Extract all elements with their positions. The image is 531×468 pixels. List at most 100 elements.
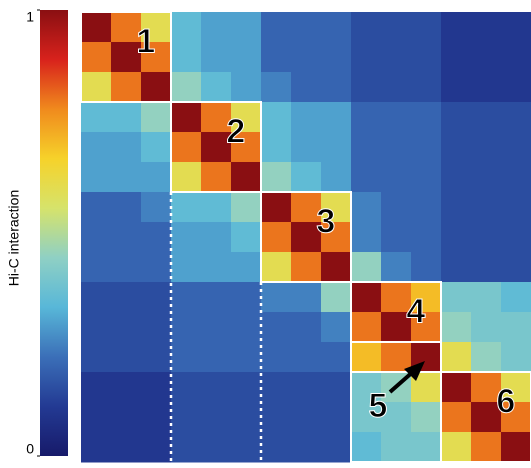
domain-label: 1 bbox=[136, 22, 155, 60]
heatmap-cell bbox=[201, 252, 232, 283]
heatmap-cell bbox=[441, 12, 472, 43]
heatmap-cell bbox=[321, 162, 352, 193]
heatmap-cell bbox=[441, 222, 472, 253]
heatmap-cell bbox=[201, 372, 232, 403]
heatmap-cell bbox=[501, 312, 531, 343]
heatmap-cell bbox=[471, 312, 502, 343]
heatmap-cell bbox=[231, 102, 262, 133]
heatmap-cell bbox=[171, 312, 202, 343]
heatmap-cell bbox=[291, 312, 322, 343]
heatmap-cell bbox=[441, 42, 472, 73]
heatmap-cell bbox=[441, 252, 472, 283]
heatmap-cell bbox=[351, 42, 382, 73]
heatmap-cell bbox=[261, 372, 292, 403]
heatmap-cell bbox=[441, 312, 472, 343]
heatmap-cell bbox=[501, 162, 531, 193]
heatmap-cell bbox=[201, 72, 232, 103]
heatmap-cell bbox=[141, 72, 172, 103]
heatmap-cell bbox=[321, 282, 352, 313]
heatmap-cell bbox=[111, 282, 142, 313]
heatmap-cell bbox=[81, 132, 112, 163]
domain-label: 6 bbox=[496, 382, 515, 420]
heatmap-cell bbox=[381, 312, 412, 343]
heatmap-cell bbox=[501, 252, 531, 283]
heatmap-cell bbox=[411, 162, 442, 193]
heatmap-cell bbox=[81, 192, 112, 223]
heatmap-cell bbox=[111, 102, 142, 133]
heatmap-cell bbox=[201, 342, 232, 373]
heatmap-cell bbox=[441, 342, 472, 373]
domain-label: 3 bbox=[316, 202, 335, 240]
heatmap-cell bbox=[411, 402, 442, 433]
domain-box bbox=[260, 191, 352, 283]
heatmap-cell bbox=[441, 72, 472, 103]
heatmap-cell bbox=[81, 102, 112, 133]
heatmap-cell bbox=[81, 12, 112, 43]
heatmap-cell bbox=[471, 192, 502, 223]
heatmap-cell bbox=[501, 342, 531, 373]
heatmap-cell bbox=[111, 72, 142, 103]
heatmap-cell bbox=[171, 192, 202, 223]
heatmap-cell bbox=[411, 72, 442, 103]
heatmap-cell bbox=[141, 192, 172, 223]
heatmap-cell bbox=[261, 342, 292, 373]
heatmap-cell bbox=[171, 12, 202, 43]
heatmap-cell bbox=[501, 192, 531, 223]
heatmap-cell bbox=[171, 432, 202, 463]
domain-label: 2 bbox=[226, 112, 245, 150]
heatmap-cell bbox=[501, 222, 531, 253]
heatmap-cell bbox=[381, 132, 412, 163]
heatmap-cell bbox=[291, 432, 322, 463]
heatmap-cell bbox=[411, 252, 442, 283]
heatmap-cell bbox=[231, 432, 262, 463]
heatmap-cell bbox=[381, 402, 412, 433]
domain-box bbox=[80, 11, 172, 103]
heatmap-cell bbox=[471, 222, 502, 253]
heatmap-cell bbox=[261, 222, 292, 253]
heatmap-cell bbox=[141, 12, 172, 43]
domain-label: 5 bbox=[369, 387, 388, 425]
heatmap-cell bbox=[321, 12, 352, 43]
heatmap-cell bbox=[411, 102, 442, 133]
heatmap-cell bbox=[261, 402, 292, 433]
heatmap-cell bbox=[321, 192, 352, 223]
heatmap-cell bbox=[171, 372, 202, 403]
heatmap-cell bbox=[321, 222, 352, 253]
heatmap-cell bbox=[171, 252, 202, 283]
heatmap-cell bbox=[171, 222, 202, 253]
heatmap-cell bbox=[441, 102, 472, 133]
heatmap-cell bbox=[441, 162, 472, 193]
heatmap-cell bbox=[201, 312, 232, 343]
heatmap-cell bbox=[471, 252, 502, 283]
heatmap-cell bbox=[441, 432, 472, 463]
heatmap-cell bbox=[111, 162, 142, 193]
heatmap-cell bbox=[141, 132, 172, 163]
heatmap-cell bbox=[411, 312, 442, 343]
domain-box bbox=[440, 371, 531, 463]
heatmap-cell bbox=[321, 72, 352, 103]
heatmap-cell bbox=[381, 42, 412, 73]
heatmap-cell bbox=[201, 192, 232, 223]
heatmap-cell bbox=[201, 222, 232, 253]
heatmap-cell bbox=[171, 102, 202, 133]
heatmap-cell bbox=[261, 102, 292, 133]
heatmap-cell bbox=[111, 12, 142, 43]
heatmap-cell bbox=[411, 192, 442, 223]
heatmap-cell bbox=[291, 162, 322, 193]
heatmap-cell bbox=[501, 402, 531, 433]
heatmap-cell bbox=[231, 282, 262, 313]
heatmap-cell bbox=[381, 72, 412, 103]
heatmap-cell bbox=[411, 432, 442, 463]
heatmap-cell bbox=[501, 72, 531, 103]
heatmap-cell bbox=[351, 252, 382, 283]
heatmap-cell bbox=[171, 162, 202, 193]
heatmap-cell bbox=[351, 222, 382, 253]
heatmap-cell bbox=[201, 102, 232, 133]
heatmap-cell bbox=[441, 372, 472, 403]
heatmap-cell bbox=[321, 342, 352, 373]
heatmap-cell bbox=[111, 372, 142, 403]
heatmap-cell bbox=[231, 312, 262, 343]
heatmap-cell bbox=[231, 12, 262, 43]
heatmap-cell bbox=[411, 132, 442, 163]
heatmap-cell bbox=[231, 402, 262, 433]
